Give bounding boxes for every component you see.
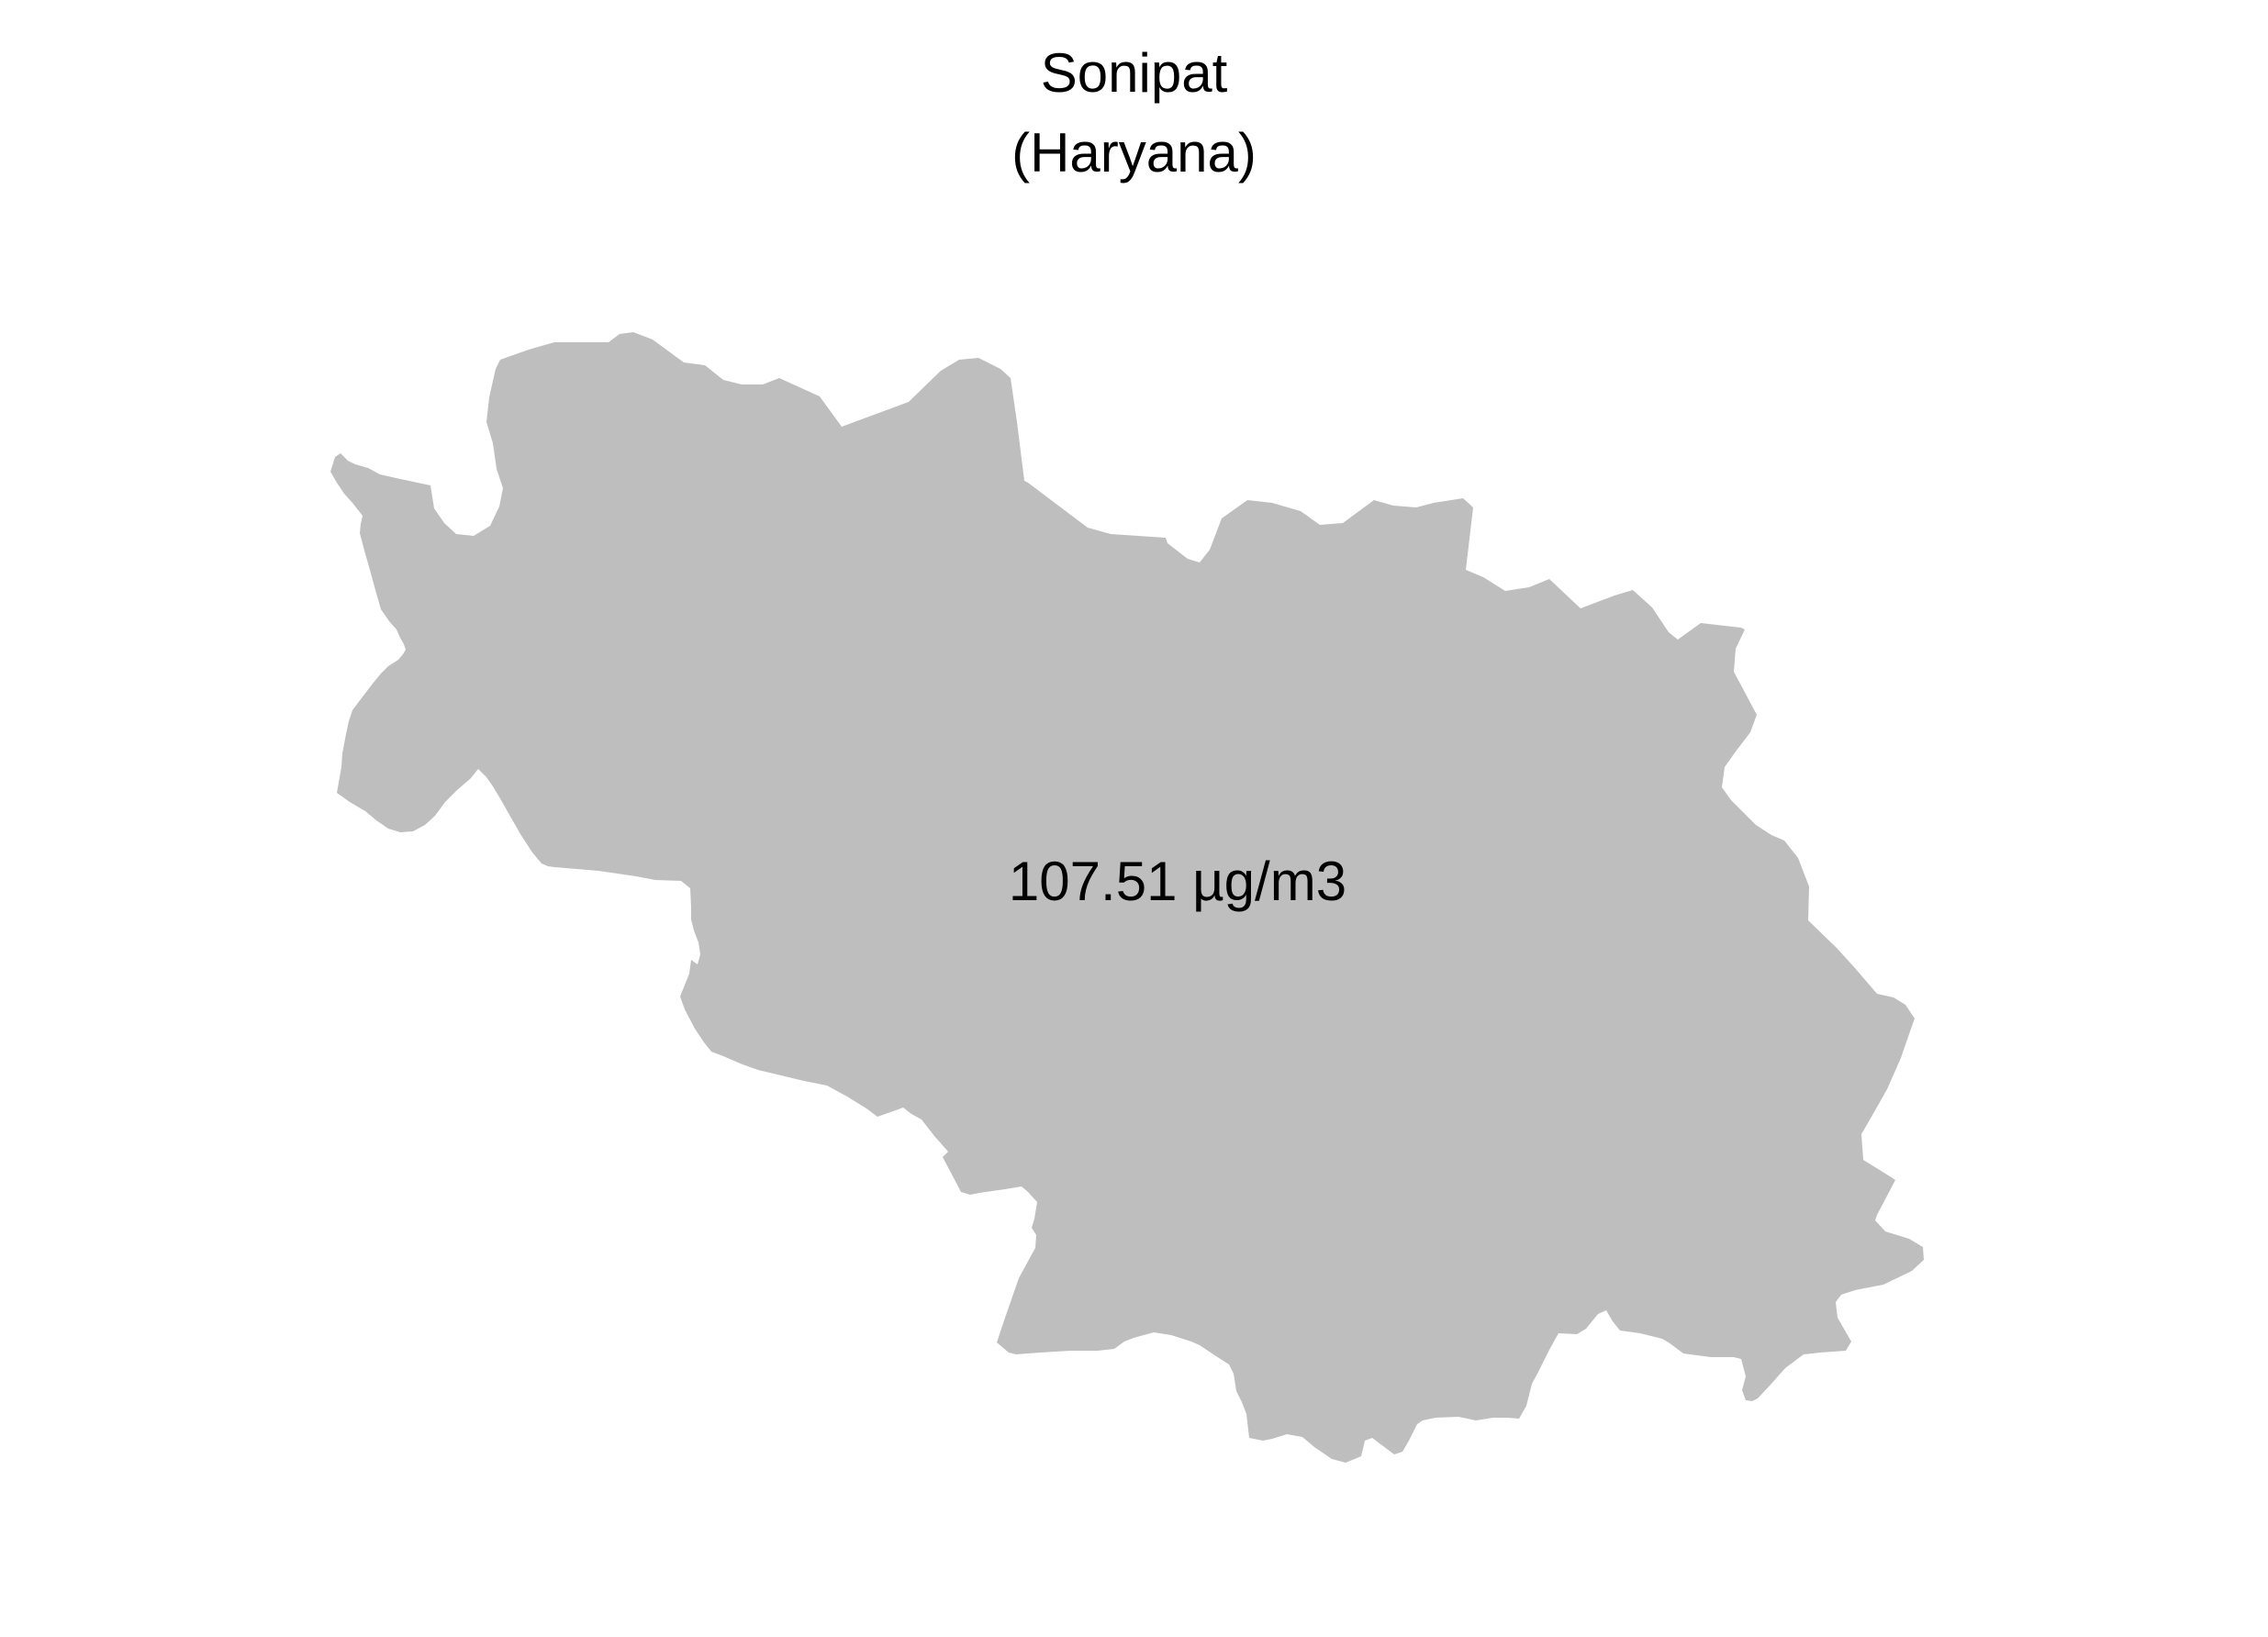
region-value-label: 107.51 µg/m3: [1009, 851, 1346, 912]
map-title: Sonipat: [1040, 42, 1228, 104]
district-region: [330, 332, 1924, 1463]
map-subtitle: (Haryana): [1011, 122, 1257, 184]
